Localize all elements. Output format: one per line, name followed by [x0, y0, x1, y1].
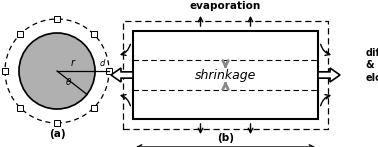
- Bar: [106, 68, 112, 74]
- Bar: [91, 31, 96, 37]
- Bar: [17, 31, 23, 37]
- Bar: [133, 31, 318, 119]
- Text: (b): (b): [217, 133, 234, 143]
- Bar: [54, 16, 60, 22]
- Bar: [54, 120, 60, 126]
- Text: evaporation: evaporation: [190, 1, 261, 11]
- Text: r: r: [71, 58, 75, 68]
- Bar: [91, 105, 96, 111]
- Text: shrinkage: shrinkage: [195, 69, 256, 81]
- Text: diffusion
& flow: diffusion & flow: [366, 48, 378, 70]
- Bar: [123, 21, 328, 129]
- Bar: [133, 31, 318, 119]
- FancyArrow shape: [318, 68, 340, 82]
- Circle shape: [19, 33, 95, 109]
- Text: elongation: elongation: [366, 73, 378, 83]
- Text: (a): (a): [49, 129, 65, 139]
- Text: d: d: [99, 59, 105, 68]
- Bar: [2, 68, 8, 74]
- FancyArrow shape: [111, 68, 133, 82]
- Bar: [17, 105, 23, 111]
- Text: θ: θ: [66, 78, 71, 87]
